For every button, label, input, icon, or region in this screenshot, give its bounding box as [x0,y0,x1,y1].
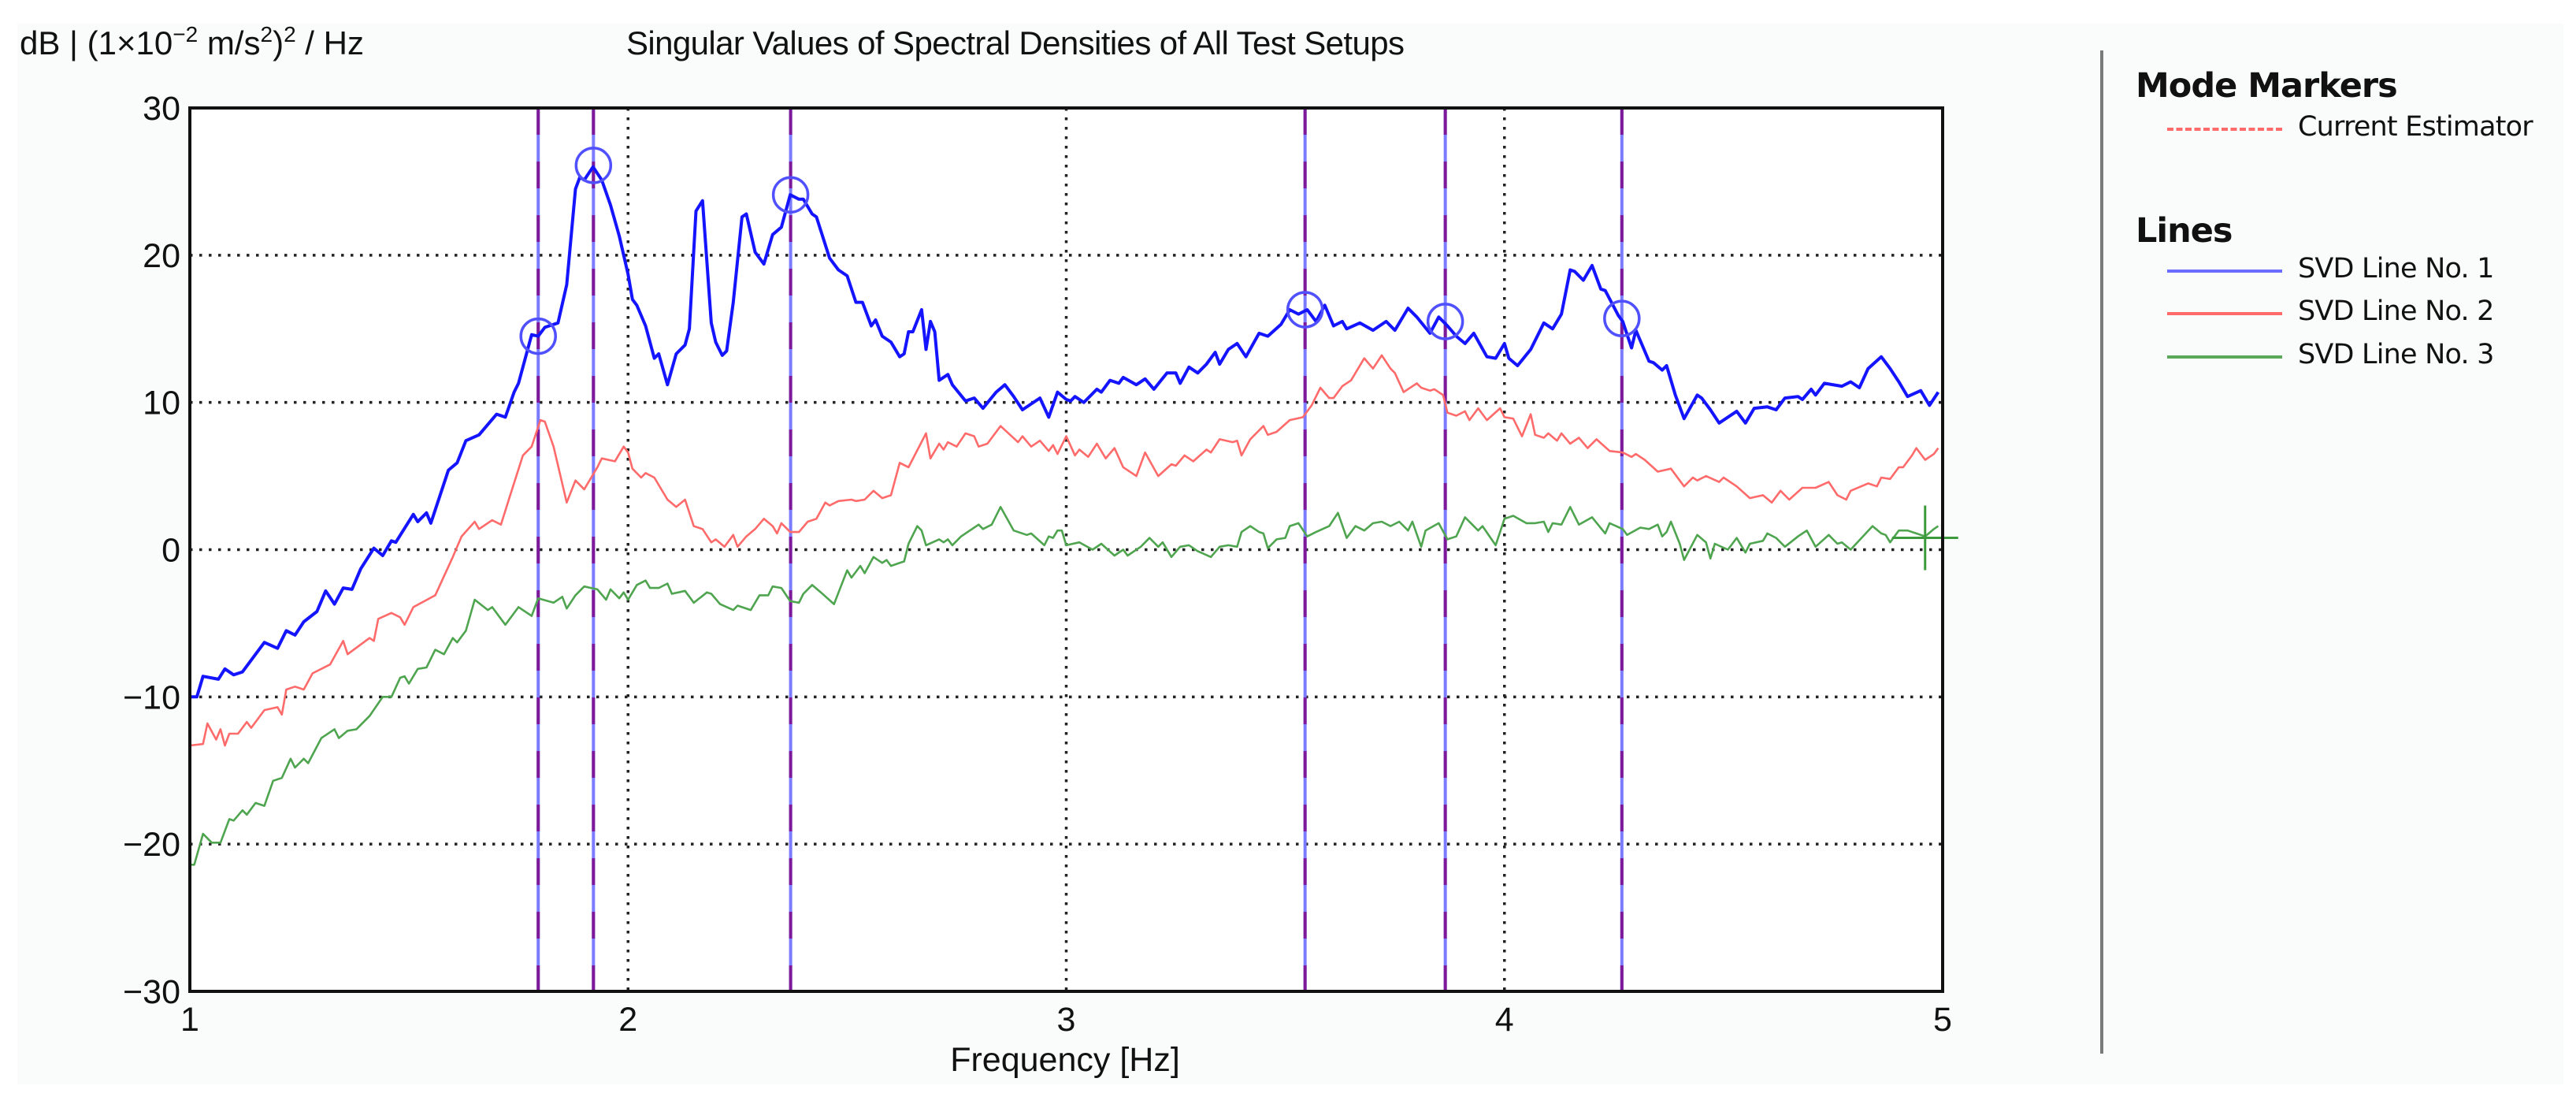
x-tick-label: 1 [180,1001,199,1039]
crosshair-cursor [1891,505,1958,571]
y-tick-label: −30 [123,973,180,1011]
legend-label: Current Estimator [2298,111,2533,143]
legend-divider[interactable] [2100,50,2103,1054]
y-tick-label: 30 [143,90,180,128]
x-tick-label: 5 [1933,1001,1952,1039]
svd-series [189,165,1940,866]
x-tick-labels: 1 2 3 4 5 [180,1001,1952,1039]
peak-circles[interactable] [519,147,1641,355]
mode-marker-lines[interactable] [536,108,1624,991]
legend-heading-lines: Lines [2136,211,2233,251]
y-tick-label: −10 [123,679,180,716]
peak-circle-marker[interactable] [574,147,613,184]
peak-circle-marker[interactable] [519,317,557,355]
chart-title: Singular Values of Spectral Densities of… [626,24,1405,61]
dashed-line-swatch-icon [2167,128,2282,131]
y-tick-labels: 30 20 10 0 −10 −20 −30 [123,90,180,1011]
x-tick-label: 4 [1495,1001,1514,1039]
blue-line-swatch-icon [2167,270,2282,273]
green-line-swatch-icon [2167,355,2282,359]
legend-label: SVD Line No. 1 [2298,253,2494,284]
peak-circle-marker[interactable] [771,176,810,214]
svd-line-3 [190,505,1939,866]
y-tick-label: 0 [161,532,180,570]
y-tick-label: 20 [143,237,180,275]
y-tick-label: −20 [123,826,180,864]
plot-area[interactable] [190,108,1943,991]
peak-circle-marker[interactable] [1603,299,1641,337]
y-axis-unit-label: dB | (1×10−2 m/s2)2 / Hz [20,22,364,61]
peak-circle-marker[interactable] [1286,291,1324,329]
peak-circle-marker[interactable] [1426,303,1464,340]
legend-heading-mode-markers: Mode Markers [2136,66,2398,106]
red-line-swatch-icon [2167,312,2282,315]
svd-line-1 [190,165,1940,699]
legend-label: SVD Line No. 2 [2298,296,2494,327]
y-tick-label: 10 [143,385,180,422]
x-tick-label: 2 [618,1001,637,1039]
x-axis-label: Frequency [Hz] [950,1041,1180,1079]
x-tick-label: 3 [1057,1001,1076,1039]
legend-label: SVD Line No. 3 [2298,339,2494,370]
plot-frame [188,106,1944,993]
svd-line-2 [189,354,1939,747]
